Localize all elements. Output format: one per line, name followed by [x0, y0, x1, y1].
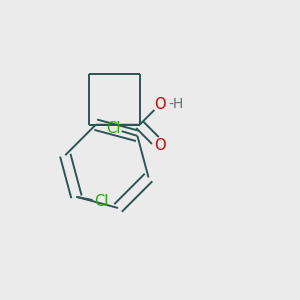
- Text: Cl: Cl: [106, 121, 120, 136]
- Text: O: O: [154, 138, 166, 153]
- Text: O: O: [154, 97, 165, 112]
- Text: -H: -H: [168, 97, 184, 111]
- Text: Cl: Cl: [94, 194, 108, 209]
